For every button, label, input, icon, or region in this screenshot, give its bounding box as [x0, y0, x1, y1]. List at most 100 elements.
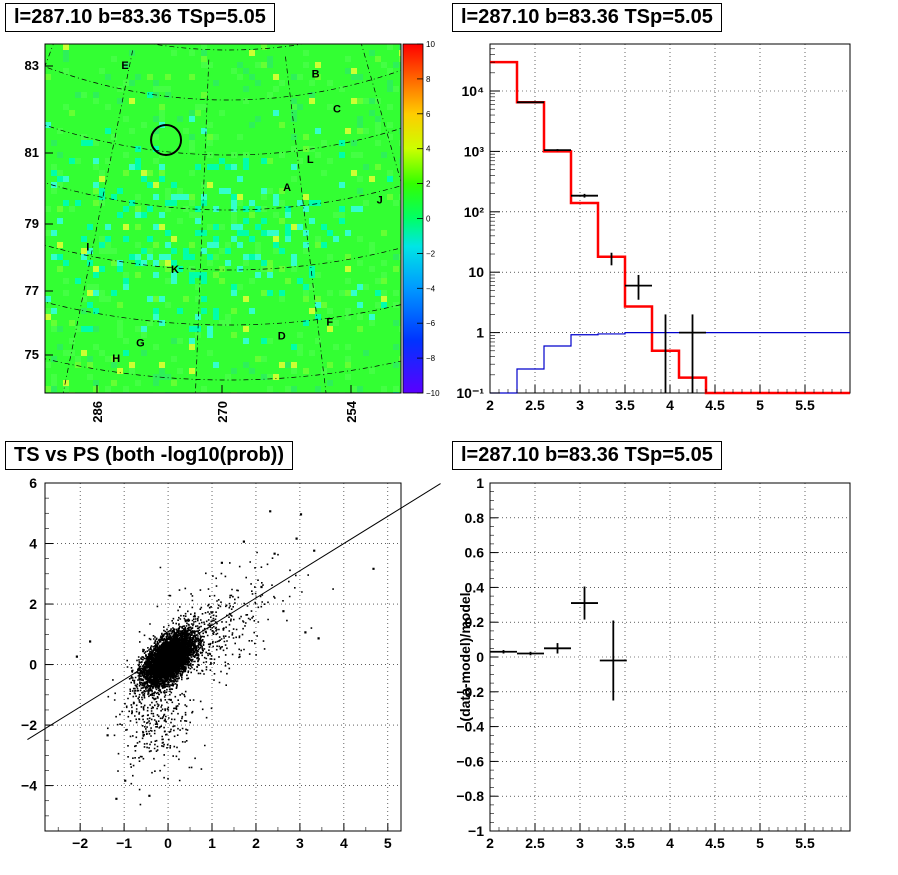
- skymap-pixel: [189, 212, 195, 218]
- skymap-pixel: [195, 272, 201, 278]
- spectrum-panel: 2 2.5 3 3.5 4 4.5 5 5.5 10⁻¹ 1 10 10² 10³ 10⁴: [456, 43, 851, 413]
- skymap-pixel: [51, 320, 57, 326]
- colorbar-tick-label: 2: [426, 180, 431, 189]
- skymap-pixel: [153, 182, 159, 188]
- spectrum-x-tick-label: 3: [576, 397, 584, 413]
- skymap-pixel: [303, 134, 309, 140]
- skymap-pixel: [273, 200, 279, 206]
- skymap-pixel: [195, 326, 201, 332]
- skymap-pixel: [123, 62, 129, 68]
- residual-x-tick-label: 2.5: [525, 835, 545, 851]
- spectrum-y-tick-label: 10: [468, 264, 484, 280]
- skymap-pixel: [345, 374, 351, 380]
- skymap-pixel: [261, 218, 267, 224]
- skymap-pixel: [345, 362, 351, 368]
- skymap-pixel: [45, 362, 51, 368]
- skymap-pixel: [45, 296, 51, 302]
- skymap-pixel: [111, 356, 117, 362]
- residual-y-tick-label: 0: [476, 649, 484, 665]
- skymap-pixel: [393, 344, 399, 350]
- skymap-highlight-circle: [150, 123, 183, 156]
- skymap-pixel: [321, 224, 327, 230]
- skymap-pixel: [87, 374, 93, 380]
- skymap-source-label: I: [86, 241, 89, 253]
- residual-grid: [490, 482, 850, 832]
- skymap-pixel: [165, 188, 171, 194]
- skymap-pixel: [183, 128, 189, 134]
- skymap-pixel: [75, 362, 81, 368]
- skymap-pixel: [213, 272, 219, 278]
- skymap-pixel: [123, 284, 129, 290]
- skymap-pixel: [381, 260, 387, 266]
- skymap-pixel: [111, 134, 117, 140]
- skymap-pixel: [93, 272, 99, 278]
- skymap-pixel: [75, 92, 81, 98]
- skymap-pixel: [165, 206, 171, 212]
- skymap-pixel: [219, 188, 225, 194]
- skymap-pixel: [279, 248, 285, 254]
- skymap-pixel: [255, 80, 261, 86]
- skymap-pixel: [219, 266, 225, 272]
- skymap-pixel: [171, 356, 177, 362]
- skymap-pixel: [171, 236, 177, 242]
- skymap-pixel: [87, 224, 93, 230]
- skymap-pixel: [393, 386, 399, 392]
- skymap-pixel: [237, 230, 243, 236]
- skymap-pixel: [285, 206, 291, 212]
- skymap-pixel: [267, 272, 273, 278]
- colorbar-tick-label: −8: [426, 354, 436, 363]
- skymap-pixel: [165, 194, 171, 200]
- skymap-pixel: [159, 164, 165, 170]
- skymap-pixel: [99, 266, 105, 272]
- skymap-pixel: [273, 110, 279, 116]
- skymap-pixel: [303, 284, 309, 290]
- skymap-pixel: [57, 170, 63, 176]
- skymap-pixel: [273, 74, 279, 80]
- skymap-pixel: [87, 140, 93, 146]
- spectrum-y-tick-label: 10⁻¹: [456, 385, 484, 401]
- skymap-pixel: [357, 326, 363, 332]
- skymap-pixel: [129, 368, 135, 374]
- skymap-pixel: [183, 248, 189, 254]
- skymap-pixel: [93, 188, 99, 194]
- skymap-pixel: [213, 362, 219, 368]
- skymap-pixel: [189, 272, 195, 278]
- skymap-pixel: [357, 260, 363, 266]
- skymap-pixel: [387, 86, 393, 92]
- skymap-pixel: [369, 368, 375, 374]
- spectrum-frame: [489, 43, 851, 394]
- skymap-pixel: [99, 242, 105, 248]
- skymap-pixel: [387, 44, 393, 50]
- skymap-pixel: [225, 164, 231, 170]
- skymap-pixel: [327, 290, 333, 296]
- skymap-pixel: [291, 98, 297, 104]
- skymap-pixel: [129, 200, 135, 206]
- skymap-pixel: [93, 164, 99, 170]
- skymap-pixel: [291, 344, 297, 350]
- skymap-pixel: [399, 50, 401, 56]
- skymap-pixel: [255, 242, 261, 248]
- skymap-source-label: F: [326, 316, 333, 328]
- skymap-pixel: [51, 188, 57, 194]
- skymap-pixel: [51, 170, 57, 176]
- skymap-pixel: [351, 206, 357, 212]
- skymap-pixel: [291, 110, 297, 116]
- skymap-pixel: [339, 212, 345, 218]
- skymap-pixel: [303, 146, 309, 152]
- skymap-pixel: [309, 200, 315, 206]
- skymap-pixel: [117, 212, 123, 218]
- skymap-pixel: [273, 242, 279, 248]
- skymap-pixel: [315, 74, 321, 80]
- spectrum-y-tick-label: 10³: [464, 143, 485, 159]
- skymap-pixel: [279, 152, 285, 158]
- skymap-pixel: [57, 218, 63, 224]
- skymap-pixel: [189, 338, 195, 344]
- residual-x-tick-label: 5.5: [795, 835, 815, 851]
- skymap-pixel: [195, 206, 201, 212]
- skymap-pixel: [237, 176, 243, 182]
- skymap-pixel: [135, 326, 141, 332]
- skymap-pixel: [135, 224, 141, 230]
- skymap-pixel: [165, 92, 171, 98]
- skymap-pixel: [267, 62, 273, 68]
- residual-y-tick-label: 0.8: [465, 510, 485, 526]
